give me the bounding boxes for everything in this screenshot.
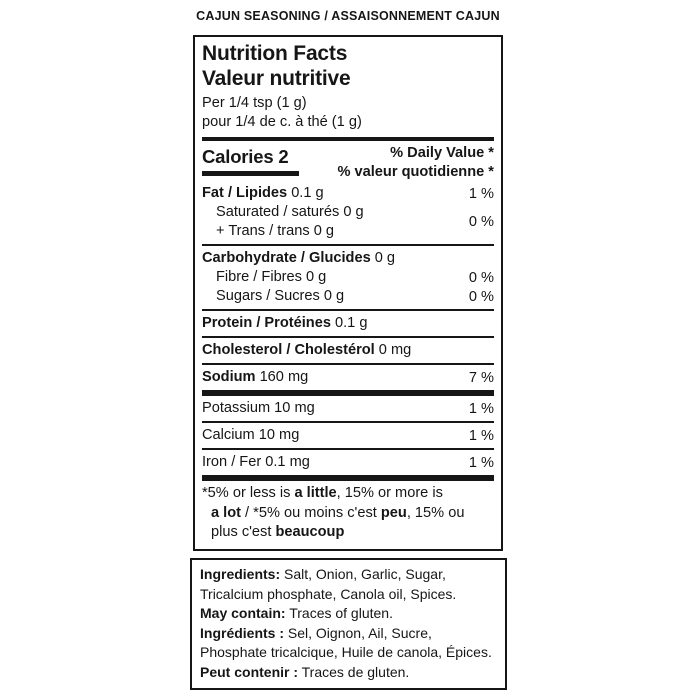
nutrient-label: Carbohydrate / Glucides 0 g xyxy=(202,250,396,266)
daily-value-percent: 1 % xyxy=(468,185,494,202)
nutrient-row: Protein / Protéines 0.1 g xyxy=(202,314,494,333)
calories-underline-bar xyxy=(202,171,299,176)
daily-value-header-en: % Daily Value * xyxy=(390,145,494,161)
ingredients-entry: May contain: Traces of gluten. xyxy=(200,605,393,621)
nutrient-row: Saturated / saturés 0 g + Trans / trans 0… xyxy=(202,203,494,241)
serving-size-en: Per 1/4 tsp (1 g) xyxy=(202,95,307,111)
nutrition-facts-title-en: Nutrition Facts xyxy=(202,42,348,65)
nutrient-label: Sodium 160 mg xyxy=(202,369,309,385)
nutrient-row: Carbohydrate / Glucides 0 g xyxy=(202,249,494,268)
nutrient-rows: Fat / Lipides 0.1 g 1 % Saturated / saturé… xyxy=(202,184,494,481)
product-title: CAJUN SEASONING / ASSAISONNEMENT CAJUN xyxy=(196,9,500,23)
nutrient-label: Fat / Lipides 0.1 g xyxy=(202,185,324,201)
nutrition-facts-title-fr: Valeur nutritive xyxy=(202,67,351,90)
nutrient-label: Cholesterol / Cholestérol 0 mg xyxy=(202,342,412,358)
daily-value-header-fr: % valeur quotidienne * xyxy=(337,164,494,180)
nutrient-row: Iron / Fer 0.1 mg 1 % xyxy=(202,453,494,472)
nutrient-row: Potassium 10 mg 1 % xyxy=(202,399,494,418)
separator-rule xyxy=(202,309,494,311)
calories-value: Calories 2 xyxy=(202,146,289,167)
calories-block: Calories 2 xyxy=(202,144,299,176)
footnote-line: a lot / *5% ou moins c'est peu, 15% ou xyxy=(211,504,465,521)
nutrient-label: Protein / Protéines 0.1 g xyxy=(202,315,368,331)
ingredients-entry: Ingrédients : Sel, Oignon, Ail, Sucre, P… xyxy=(200,624,492,661)
header-rule-bar xyxy=(202,137,494,141)
nutrient-row: Cholesterol / Cholestérol 0 mg xyxy=(202,341,494,360)
nutrient-row: Sodium 160 mg 7 % xyxy=(202,368,494,387)
serving-size-fr: pour 1/4 de c. à thé (1 g) xyxy=(202,114,362,130)
calories-row: Calories 2 % Daily Value * % valeur quot… xyxy=(202,144,494,182)
ingredients-entry: Peut contenir : Traces de gluten. xyxy=(200,663,410,680)
nutrient-label: Potassium 10 mg xyxy=(202,400,315,416)
daily-value-percent: 1 % xyxy=(468,400,494,417)
daily-value-percent: 7 % xyxy=(468,369,494,386)
separator-rule xyxy=(202,448,494,450)
daily-value-header: % Daily Value * % valeur quotidienne * xyxy=(337,144,494,182)
ingredients-entries: Ingredients: Salt, Onion, Garlic, Sugar,… xyxy=(200,565,497,682)
separator-rule xyxy=(202,421,494,423)
nutrient-label: Sugars / Sucres 0 g xyxy=(216,288,345,304)
nutrient-label: Saturated / saturés 0 g + Trans / trans 0… xyxy=(216,204,364,239)
ingredients-panel: Ingredients: Salt, Onion, Garlic, Sugar,… xyxy=(190,558,507,690)
ingredients-entry: Ingredients: Salt, Onion, Garlic, Sugar,… xyxy=(200,566,457,602)
serving-size-block: Per 1/4 tsp (1 g) pour 1/4 de c. à thé (… xyxy=(202,94,494,132)
nutrient-label: Iron / Fer 0.1 mg xyxy=(202,454,310,470)
daily-value-percent: 0 % xyxy=(468,214,494,230)
separator-thick-bar xyxy=(202,390,494,396)
daily-value-percent: 0 % xyxy=(468,288,494,305)
daily-value-percent: 1 % xyxy=(468,427,494,444)
footnote-line: plus c'est beaucoup xyxy=(211,524,345,540)
nutrient-row: Fat / Lipides 0.1 g 1 % xyxy=(202,184,494,203)
nutrition-facts-panel: Nutrition Facts Valeur nutritive Per 1/4… xyxy=(193,35,503,551)
nutrient-label: Calcium 10 mg xyxy=(202,427,300,443)
footnote-line: *5% or less is a little, 15% or more is xyxy=(202,485,443,501)
separator-rule xyxy=(202,336,494,338)
nutrient-row: Sugars / Sucres 0 g 0 % xyxy=(202,287,494,306)
nutrient-label: Fibre / Fibres 0 g xyxy=(216,269,327,285)
separator-rule xyxy=(202,244,494,246)
separator-rule xyxy=(202,363,494,365)
nutrient-row: Fibre / Fibres 0 g 0 % xyxy=(202,268,494,287)
daily-value-percent: 1 % xyxy=(468,454,494,471)
footnote: *5% or less is a little, 15% or more is a… xyxy=(202,484,494,543)
separator-thick-bar xyxy=(202,475,494,481)
nutrient-row: Calcium 10 mg 1 % xyxy=(202,426,494,445)
daily-value-percent: 0 % xyxy=(468,269,494,286)
